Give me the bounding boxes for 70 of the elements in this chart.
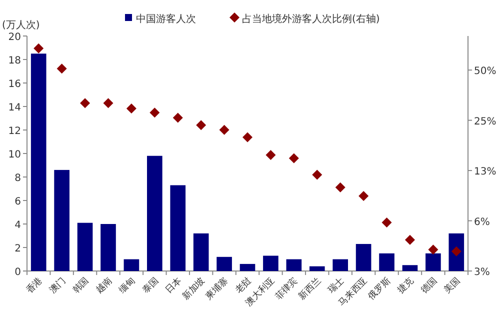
x-tick-label: 香港 <box>24 275 45 296</box>
x-tick-label: 老挝 <box>233 275 254 296</box>
bar <box>402 265 418 271</box>
bar <box>30 54 46 271</box>
bar <box>77 222 93 271</box>
bar <box>309 266 325 271</box>
point <box>358 190 369 201</box>
x-tick-label: 新西兰 <box>296 275 324 302</box>
y-tick-label: 10 <box>8 150 21 160</box>
x-tick-label: 捷克 <box>396 275 416 296</box>
x-tick-label: 缅甸 <box>117 275 138 296</box>
point <box>382 218 392 228</box>
y-tick-label: 16 <box>8 79 21 90</box>
bar <box>240 264 256 271</box>
bar <box>170 185 186 271</box>
x-tick-label: 俄罗斯 <box>366 275 393 302</box>
point <box>34 43 44 54</box>
bar <box>100 224 116 271</box>
bar <box>356 244 372 271</box>
y2-tick-label: 25% <box>474 116 496 128</box>
x-tick-label: 澳门 <box>47 275 68 296</box>
point <box>219 124 230 135</box>
x-tick-label: 美国 <box>442 275 463 296</box>
x-tick-label: 越南 <box>94 275 114 296</box>
y-tick-label: 2 <box>14 244 21 254</box>
y-tick-label: 18 <box>8 56 21 66</box>
point <box>312 170 322 180</box>
y-tick-label: 8 <box>14 173 21 184</box>
y-tick-label: 12 <box>8 126 21 137</box>
point <box>242 132 252 142</box>
y2-tick-label: 50% <box>474 66 496 78</box>
y-tick-label: 20 <box>8 32 21 43</box>
x-tick-label: 德国 <box>418 275 440 296</box>
y2-tick-label: 6% <box>474 216 490 228</box>
point <box>150 108 160 118</box>
bar <box>426 253 441 271</box>
point <box>103 98 114 108</box>
bar <box>448 233 464 271</box>
point <box>404 234 415 245</box>
bar <box>263 256 278 271</box>
point <box>428 244 438 255</box>
x-tick-label: 柬埔寨 <box>204 275 230 302</box>
x-tick-label: 韩国 <box>70 275 92 296</box>
y2-tick-label: 3% <box>474 267 490 278</box>
point <box>56 64 67 74</box>
legend-label: 中国游客人次 <box>136 13 196 25</box>
y2-tick-label: 13% <box>474 166 496 178</box>
legend-label: 占当地境外游客人次比例(右轴) <box>242 13 380 25</box>
bar <box>332 259 348 271</box>
y-tick-label: 14 <box>8 102 21 114</box>
bar <box>147 156 162 271</box>
point <box>172 112 183 123</box>
y-axis-title: (万人次) <box>2 20 40 31</box>
point <box>126 104 136 114</box>
bar <box>54 170 70 271</box>
bar <box>193 233 209 271</box>
point <box>196 120 206 130</box>
point <box>335 182 346 192</box>
point <box>80 98 90 108</box>
bar <box>379 253 394 271</box>
point <box>288 153 299 164</box>
y-tick-label: 6 <box>14 196 21 208</box>
x-tick-label: 泰国 <box>140 275 161 296</box>
point <box>266 150 276 160</box>
bar <box>216 256 232 271</box>
bar <box>124 259 140 271</box>
y-tick-label: 0 <box>14 267 21 278</box>
x-tick-label: 瑞士 <box>326 275 346 296</box>
bar <box>286 259 302 271</box>
y-tick-label: 4 <box>14 220 21 231</box>
